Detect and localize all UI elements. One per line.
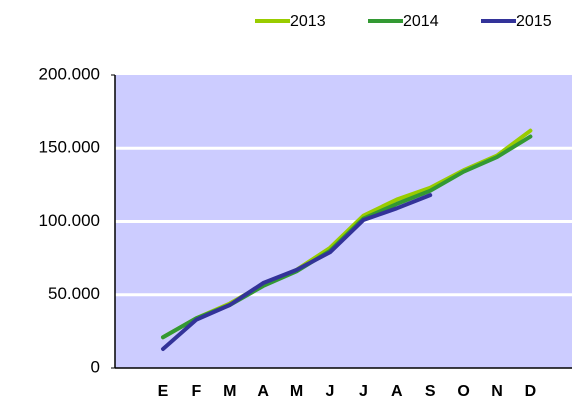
x-tick-label: D: [525, 383, 537, 400]
y-tick-label: 100.000: [39, 211, 100, 230]
legend-label: 2015: [516, 13, 552, 30]
x-tick-label: N: [491, 383, 503, 400]
series-line: [161, 193, 433, 351]
legend-label: 2013: [290, 13, 326, 30]
y-tick-label: 150.000: [39, 138, 100, 157]
x-tick-label: J: [359, 383, 368, 400]
legend-label: 2014: [403, 13, 439, 30]
x-tick-label: M: [223, 383, 236, 400]
x-tick-label: A: [391, 383, 403, 400]
x-tick-label: F: [192, 383, 202, 400]
x-tick-label: O: [457, 383, 469, 400]
y-tick-label: 50.000: [48, 284, 100, 303]
x-tick-label: M: [290, 383, 303, 400]
y-tick-label: 0: [91, 357, 100, 376]
y-tick-label: 200.000: [39, 64, 100, 83]
x-tick-label: A: [257, 383, 269, 400]
x-tick-label: S: [425, 383, 436, 400]
x-tick-label: J: [326, 383, 335, 400]
x-tick-label: E: [158, 383, 169, 400]
